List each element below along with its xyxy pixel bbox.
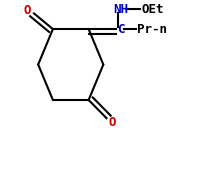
Text: OEt: OEt	[141, 3, 164, 16]
Text: Pr-n: Pr-n	[137, 23, 167, 35]
Text: NH: NH	[113, 3, 128, 16]
Text: O: O	[24, 4, 31, 17]
Text: C: C	[117, 23, 125, 35]
Text: O: O	[108, 116, 115, 129]
